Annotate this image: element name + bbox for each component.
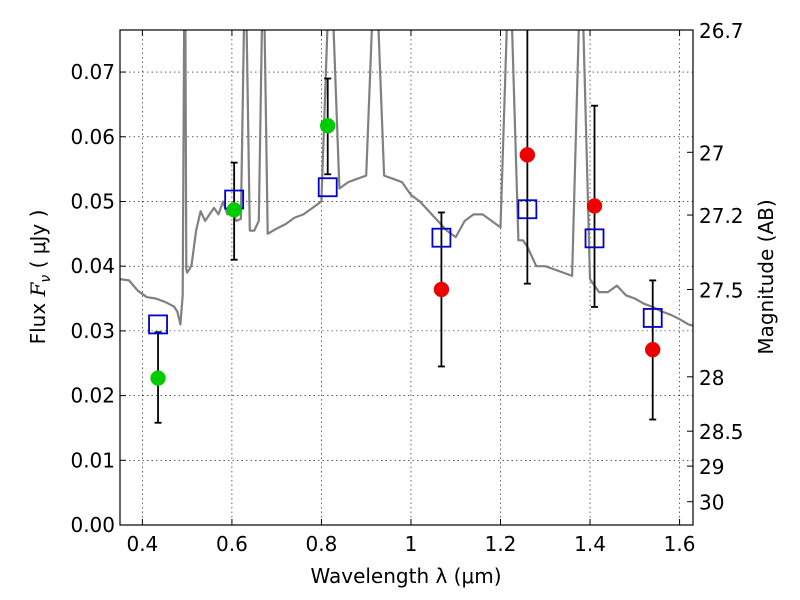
y-tick-label: 0.04 [70, 254, 115, 278]
observed-flux-point [586, 198, 603, 214]
y2-tick-label: 29 [699, 455, 724, 479]
observed-flux-point [226, 202, 242, 218]
x-tick-label: 1.2 [485, 532, 517, 556]
model-photometry-square [584, 228, 605, 249]
y-axis-label: Flux Fν ( μJy ) [26, 210, 54, 345]
observed-flux-point [644, 341, 661, 358]
y2-tick-label: 26.7 [699, 19, 744, 43]
points-layer [148, 30, 663, 424]
model-photometry-square [517, 199, 538, 220]
x-tick-label: 0.6 [216, 532, 248, 556]
y-axis-label-symbol: F [26, 281, 50, 297]
x-tick-label: 1 [405, 532, 418, 556]
observed-flux-point [319, 118, 336, 134]
observed-flux-point [150, 370, 166, 386]
y-tick-label: 0.06 [70, 125, 115, 149]
y-tick-label: 0.03 [70, 319, 115, 343]
grid [120, 30, 693, 526]
y2-axis-label: Magnitude (AB) [754, 199, 778, 354]
observed-flux-point [433, 281, 450, 298]
y-tick-label: 0.07 [70, 60, 115, 84]
y2-tick-label: 28.5 [699, 420, 744, 444]
model-photometry-square [431, 227, 452, 248]
spectrum-layer [120, 30, 693, 327]
y-tick-label: 0.05 [70, 189, 115, 213]
plot-frame [119, 29, 694, 526]
model-photometry-square [642, 308, 663, 328]
y2-axis: 26.7 27 27.2 27.5 28 28.5 29 30 [687, 19, 744, 515]
y-tick-label: 0.01 [70, 448, 115, 472]
model-spectrum-line [120, 30, 693, 327]
model-photometry-square [148, 314, 168, 335]
x-tick-label: 1.6 [664, 532, 696, 556]
y-tick-label: 0.02 [70, 384, 115, 408]
x-tick-label: 0.8 [306, 532, 338, 556]
y-axis-label-unit: ( μJy ) [26, 210, 50, 275]
x-axis: 0.4 0.6 0.8 1 1.2 1.4 1.6 [126, 30, 695, 556]
x-tick-label: 1.4 [574, 532, 606, 556]
y2-tick-label: 27 [699, 141, 724, 165]
x-axis-label: Wavelength λ (μm) [310, 564, 501, 588]
y2-tick-label: 27.2 [699, 204, 744, 228]
y2-tick-label: 30 [699, 491, 724, 515]
observed-flux-point [519, 147, 536, 163]
model-photometry-square [317, 177, 338, 198]
y2-tick-label: 28 [699, 366, 724, 390]
x-tick-label: 0.4 [126, 532, 158, 556]
y-axis-label-subscript: ν [38, 275, 54, 283]
y-tick-label: 0.00 [70, 513, 115, 537]
y-axis: 0.00 0.01 0.02 0.03 0.04 0.05 0.06 0.07 [70, 60, 126, 537]
y2-tick-label: 27.5 [699, 278, 744, 302]
y-axis-label-prefix: Flux [26, 296, 50, 344]
